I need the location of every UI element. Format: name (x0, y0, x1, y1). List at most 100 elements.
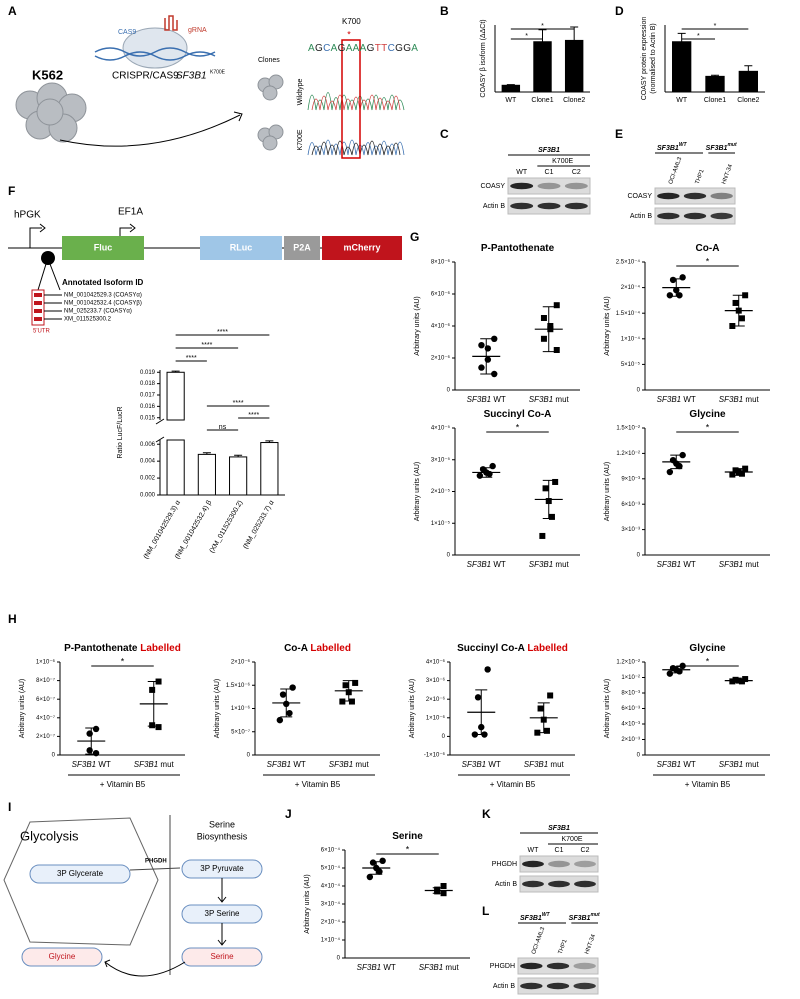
blot-genotype: WT (542, 912, 551, 918)
data-point (471, 731, 479, 738)
chart-title: Co-A (696, 243, 720, 254)
data-point (547, 692, 554, 699)
y-tick-label: 0 (247, 753, 251, 759)
y-axis-label: Arbitrary units (AU) (214, 679, 221, 739)
x-tick-label: SF3B1 WT (467, 560, 506, 569)
significance-label: * (714, 23, 717, 30)
y-tick-label: 4×10⁻³ (621, 722, 640, 728)
gene-box-label: RLuc (230, 242, 253, 252)
blot-gene: SF3B1WT (520, 912, 551, 922)
site-star: * (347, 29, 351, 39)
chart-title: Co-A Labelled (284, 643, 351, 654)
blot-band (510, 202, 534, 210)
y-tick-label: 0 (637, 753, 641, 759)
y-tick-label: -1×10⁻⁶ (424, 752, 446, 759)
y-tick-label: 6×10⁻⁷ (36, 696, 55, 703)
data-point (149, 686, 156, 693)
blot-band (520, 982, 543, 990)
blot-band (564, 202, 588, 210)
blot-band (683, 192, 707, 200)
node-label: 3P Serine (205, 909, 241, 918)
chart-title-text: Co-A (696, 243, 720, 254)
pathway-label: Serine (209, 819, 235, 829)
group-label: + Vitamin B5 (490, 780, 536, 789)
isoform-title: Annotated Isoform ID (62, 278, 144, 287)
chart-title-note: Labelled (527, 643, 568, 654)
blot-mutant: K700E (561, 836, 582, 843)
isoform-id: XM_011525300.2 (64, 317, 112, 323)
significance-label: * (406, 844, 410, 854)
y-tick-label: 0.019 (140, 370, 156, 376)
x-tick-label: (NM_001042532.4) β (174, 499, 213, 560)
y-tick-label: 0.004 (140, 459, 156, 465)
promoter-label: EF1A (118, 207, 143, 218)
data-point (484, 356, 492, 363)
significance-label: **** (217, 329, 228, 336)
data-point (676, 462, 683, 470)
y-tick-label: 4×10⁻⁴ (321, 883, 341, 890)
blot-band (537, 202, 561, 210)
y-tick-label: 1×10⁻⁶ (231, 705, 251, 712)
lane-label: HNT-34 (584, 933, 597, 955)
wildtype-label: Wildtype (297, 78, 304, 105)
gene-box-label: mCherry (343, 242, 380, 252)
bar (229, 456, 248, 496)
blot-gene-text: SF3B1 (520, 915, 542, 922)
blot-strip (507, 177, 591, 195)
arrow (59, 114, 241, 147)
panel-label: L (482, 904, 489, 918)
x-tick-label: Clone2 (563, 97, 585, 104)
x-tick-label: SF3B1 WT (267, 760, 306, 769)
isoform-id: NM_025233.7 (COASYα) (64, 309, 132, 315)
lane-label: C1 (545, 169, 554, 176)
y-tick-label: 3×10⁻⁶ (426, 677, 446, 684)
chromatogram (307, 92, 405, 156)
y-tick-label: 0.006 (140, 442, 156, 448)
data-point (729, 678, 736, 685)
lane-label: WT (528, 847, 540, 854)
y-tick-label: 4×10⁻⁶ (426, 659, 446, 666)
error-bar (85, 727, 98, 755)
pathway-diagram (3, 815, 263, 977)
blot-band (710, 192, 733, 200)
blot-mutant: K700E (552, 158, 573, 165)
data-point (86, 730, 93, 737)
y-tick-label: 5×10⁻⁵ (621, 361, 641, 368)
blot-gene-text: SF3B1 (569, 915, 591, 922)
data-point (666, 670, 674, 677)
data-point (540, 335, 547, 342)
data-point (534, 729, 541, 736)
x-tick-label: SF3B1 mut (719, 395, 760, 404)
chart-title-text: Serine (392, 831, 423, 842)
y-tick-label: 2×10⁻³ (621, 737, 640, 743)
blot-band (683, 212, 707, 220)
error-bar (234, 454, 243, 457)
y-tick-label: 8×10⁻⁷ (36, 677, 55, 684)
error-bar (732, 294, 745, 327)
data-point (742, 292, 749, 299)
y-axis-label: Arbitrary units (AU) (414, 296, 421, 356)
significance-label: * (706, 422, 710, 432)
gene-label: SF3B1 (176, 71, 207, 82)
bar (672, 41, 692, 93)
error-bar (432, 887, 445, 894)
site-label: K700 (342, 17, 361, 26)
y-tick-label: 5×10⁻⁷ (231, 728, 250, 735)
x-tick-label: SF3B1 mut (529, 395, 570, 404)
data-point (484, 345, 492, 352)
significance-label: **** (248, 412, 259, 419)
error-bar (506, 84, 515, 86)
x-tick-label: WT (676, 97, 688, 104)
lane-label: OCI-AML3 (531, 926, 547, 955)
data-point (729, 471, 736, 478)
y-axis-label: COASY β isoform (ΔΔCt) (480, 19, 487, 97)
y-tick-label: 1.2×10⁻² (616, 451, 640, 457)
error-bar (370, 861, 383, 875)
chart-title: P-Pantothenate (481, 243, 555, 254)
error-bar (480, 338, 493, 375)
y-tick-label: 0.002 (140, 476, 156, 482)
blot-genotype: WT (679, 142, 688, 148)
error-bar (542, 306, 555, 353)
bar (166, 439, 185, 496)
data-point (742, 465, 749, 472)
